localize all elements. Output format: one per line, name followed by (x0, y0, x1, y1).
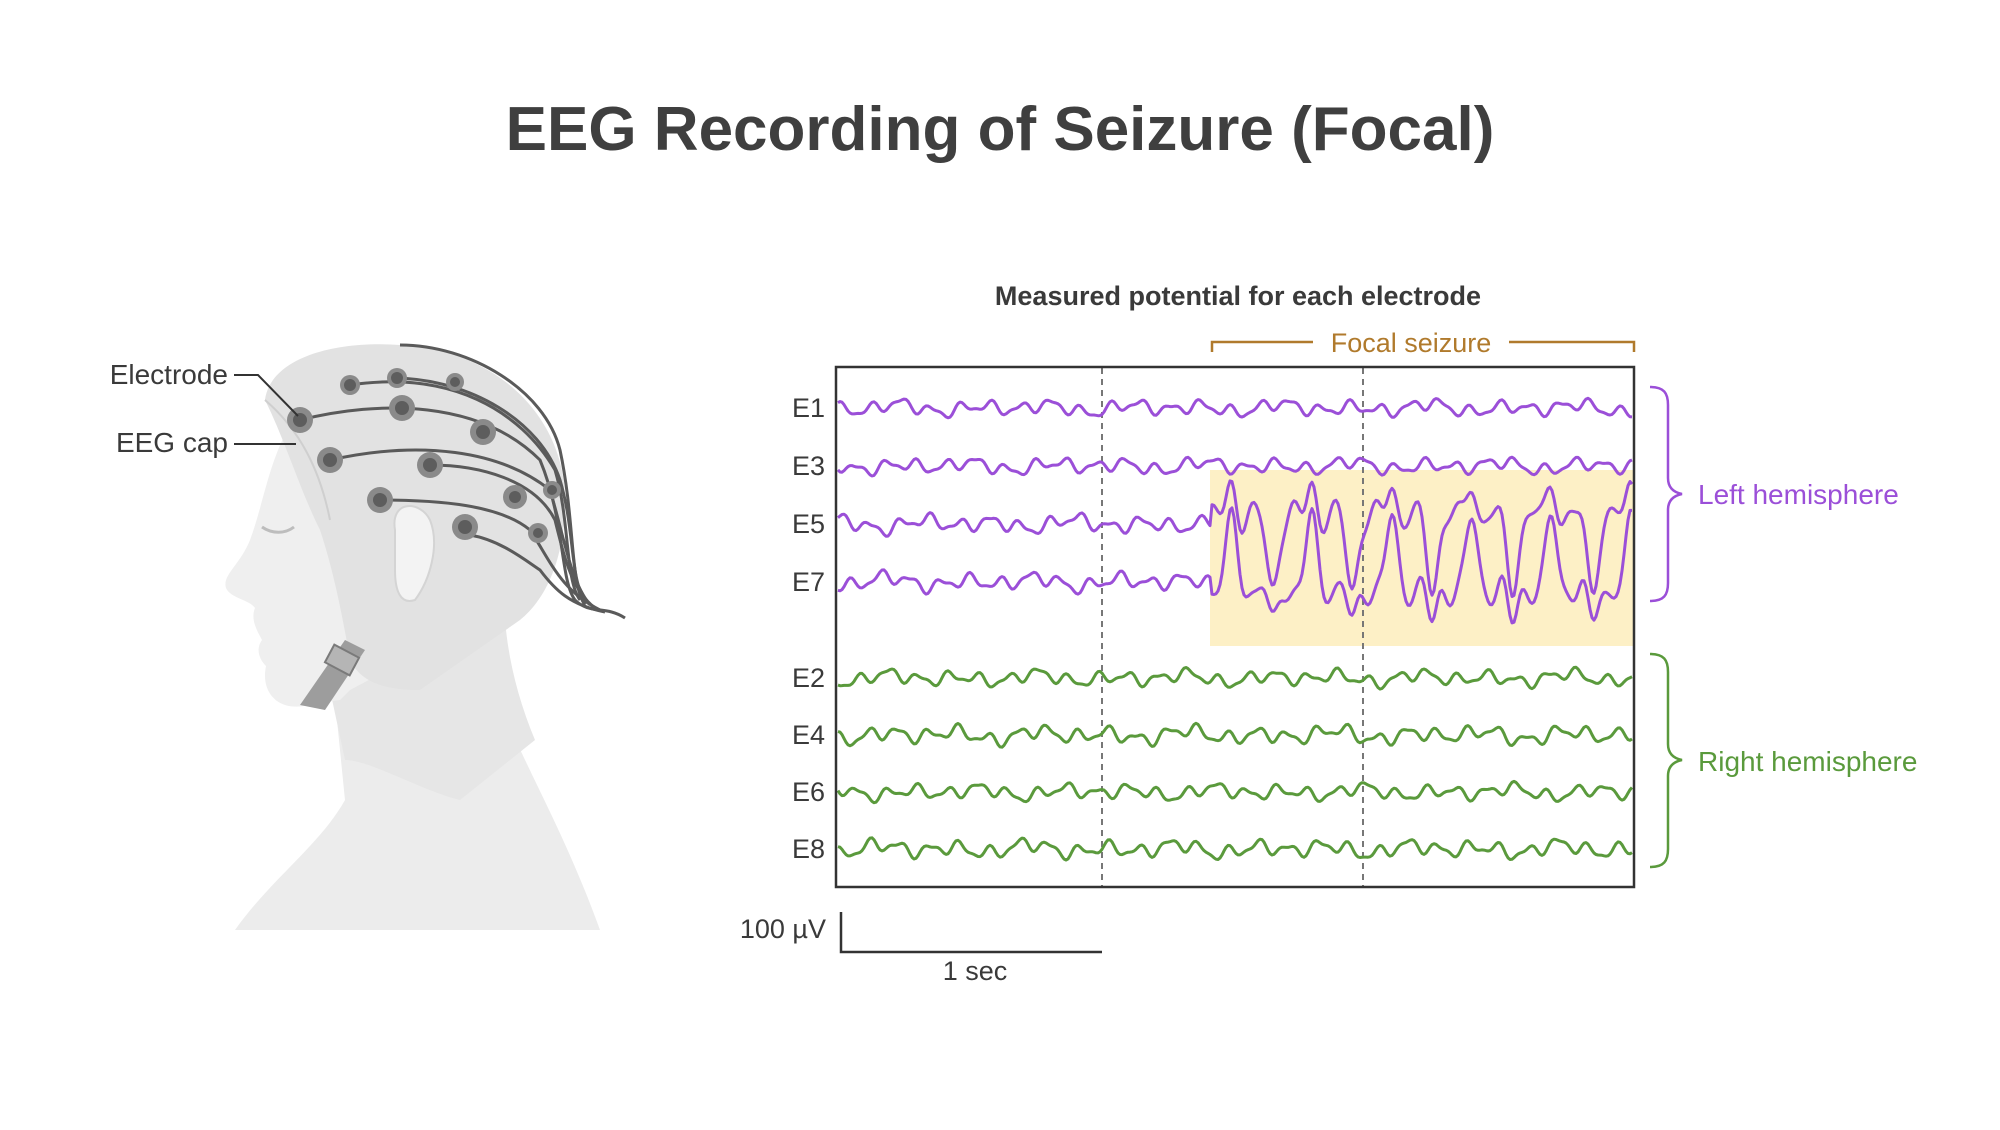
eeg-traces (836, 396, 1634, 862)
chart-frame (834, 365, 1636, 889)
chin-strap-buckle (323, 643, 361, 677)
electrode-icon (389, 395, 415, 421)
electrode-icon (528, 523, 548, 543)
channel-label: E3 (792, 451, 825, 481)
seizure-highlight (1210, 470, 1634, 646)
electrodes (287, 368, 561, 543)
cap-front-edge (264, 399, 331, 521)
right-hemisphere-label: Right hemisphere (1698, 746, 1917, 777)
eeg-trace (837, 721, 1633, 749)
eeg-trace (837, 506, 1632, 625)
channel-label: E7 (792, 567, 825, 597)
channel-label: E5 (792, 509, 825, 539)
right-hemisphere-brace (1649, 652, 1683, 869)
focal-bracket (1210, 340, 1636, 352)
electrode-icon (417, 452, 443, 478)
channel-label: E8 (792, 834, 825, 864)
eeg-trace (837, 665, 1633, 691)
eye-icon (261, 525, 295, 534)
electrode-wires (299, 343, 626, 620)
electrode-icon (452, 514, 478, 540)
electrode-icon (287, 407, 313, 433)
left-hemisphere-label: Left hemisphere (1698, 479, 1899, 510)
eeg-trace (836, 779, 1634, 805)
scale-bar (839, 912, 1102, 954)
electrode-icon (543, 481, 561, 499)
time-scale-label: 1 sec (943, 956, 1008, 986)
eeg-trace (837, 396, 1633, 420)
voltage-scale-label: 100 µV (740, 914, 826, 944)
chart-subtitle: Measured potential for each electrode (995, 281, 1481, 311)
channel-labels-left: E1 E3 E5 E7 (792, 393, 825, 597)
head-illustration: Electrode EEG cap (110, 343, 626, 930)
channel-label: E6 (792, 777, 825, 807)
electrode-icon (340, 375, 360, 395)
eeg-trace (837, 836, 1633, 862)
figure-title: EEG Recording of Seizure (Focal) (506, 95, 1495, 164)
electrode-label-line (234, 374, 299, 417)
eeg-trace (836, 455, 1633, 478)
electrode-icon (470, 419, 496, 445)
electrode-icon (387, 368, 407, 388)
focal-seizure-label: Focal seizure (1331, 328, 1492, 358)
eeg-cap-label: EEG cap (116, 427, 228, 458)
channel-label: E4 (792, 720, 825, 750)
electrode-icon (317, 447, 343, 473)
channel-label: E1 (792, 393, 825, 423)
electrode-label: Electrode (110, 359, 228, 390)
electrode-icon (446, 373, 464, 391)
ear-shape (393, 505, 436, 602)
electrode-icon (367, 487, 393, 513)
left-hemisphere-brace (1649, 385, 1683, 603)
channel-labels-right: E2 E4 E6 E8 (792, 663, 825, 864)
electrode-icon (503, 485, 527, 509)
eeg-trace (837, 479, 1634, 598)
channel-label: E2 (792, 663, 825, 693)
